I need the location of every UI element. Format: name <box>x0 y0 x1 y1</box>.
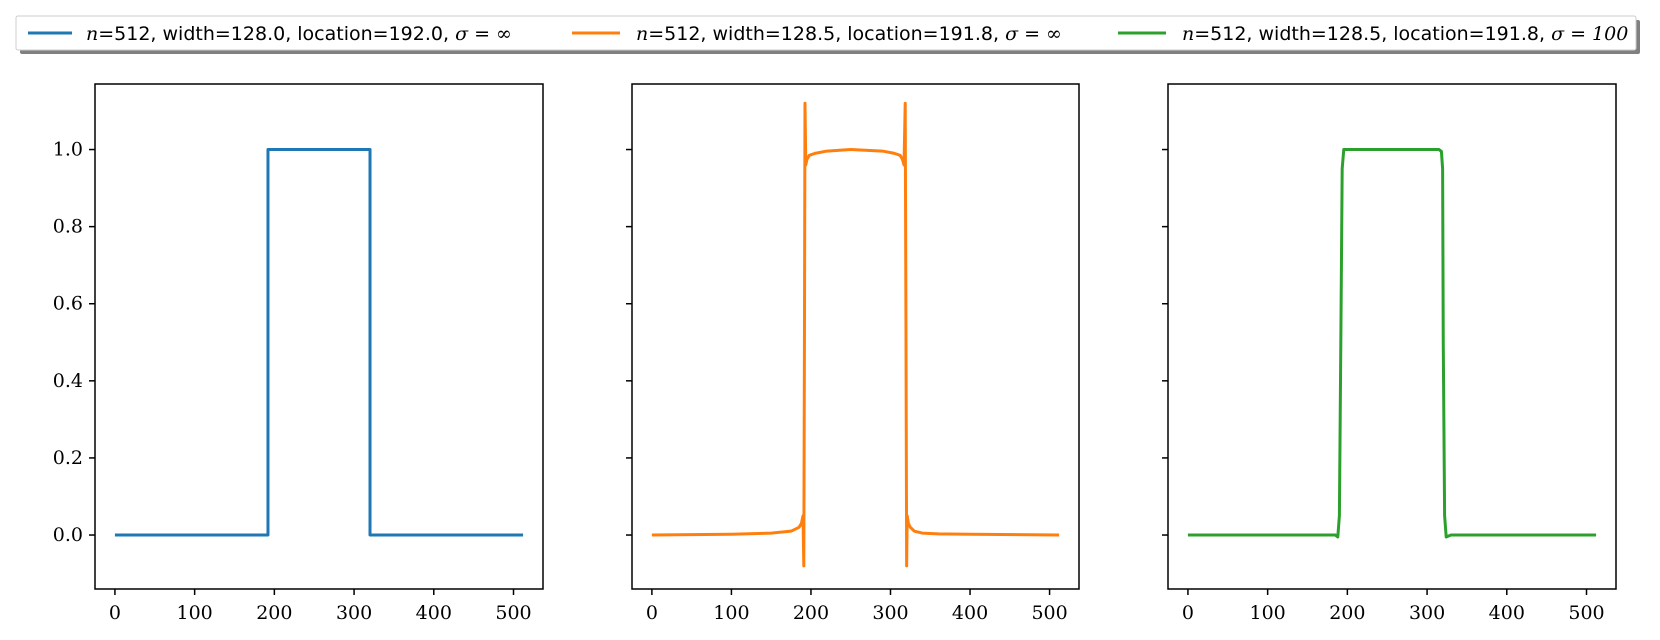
x-tick-label-1-100: 100 <box>177 602 213 624</box>
x-tick-label-3-100: 100 <box>1250 602 1286 624</box>
x-tick-label-1-200: 200 <box>256 602 292 624</box>
legend-label-2-n: n <box>636 23 648 45</box>
series-line-2-1 <box>651 101 1060 568</box>
legend-label-3: n=512, width=128.5, location=191.8, σ = … <box>1182 23 1628 45</box>
legend-label-1: n=512, width=128.0, location=192.0, σ = … <box>86 23 512 45</box>
legend-entry-3: n=512, width=128.5, location=191.8, σ = … <box>1118 23 1628 45</box>
x-tick-label-2-500: 500 <box>1031 602 1067 624</box>
axes-frame-3 <box>1167 83 1617 590</box>
x-tick-label-3-500: 500 <box>1568 602 1604 624</box>
y-tick-label-0.6: 0.6 <box>53 293 83 315</box>
legend-label-3-sigma: σ = 100 <box>1551 23 1628 45</box>
x-tick-label-3-300: 300 <box>1409 602 1445 624</box>
x-tick-label-3-200: 200 <box>1329 602 1365 624</box>
x-tick-label-2-400: 400 <box>952 602 988 624</box>
legend-entry-2: n=512, width=128.5, location=191.8, σ = … <box>572 23 1062 45</box>
x-tick-label-1-400: 400 <box>416 602 452 624</box>
legend-label-1-n: n <box>86 23 98 45</box>
legend-label-3-n: n <box>1182 23 1194 45</box>
panel-3: 0 100 200 300 400 500 <box>1162 83 1617 624</box>
panel-2: 0 100 200 300 400 500 <box>626 83 1080 624</box>
legend: n=512, width=128.0, location=192.0, σ = … <box>15 15 1640 54</box>
x-tick-label-2-100: 100 <box>713 602 749 624</box>
x-tick-label-3-400: 400 <box>1489 602 1525 624</box>
x-tick-label-3-0: 0 <box>1182 602 1194 624</box>
axes-frame-1 <box>94 83 544 590</box>
legend-label-2: n=512, width=128.5, location=191.8, σ = … <box>636 23 1062 45</box>
panel-1: 0 100 200 300 400 500 1.0 0.8 0.6 0.4 0.2 0.0 <box>53 83 544 624</box>
legend-label-1-sigma: σ = ∞ <box>455 23 512 45</box>
x-tick-label-2-0: 0 <box>646 602 658 624</box>
legend-label-3-text: =512, width=128.5, location=191.8, <box>1194 23 1551 45</box>
series-line-1-1 <box>114 148 524 537</box>
legend-entry-1: n=512, width=128.0, location=192.0, σ = … <box>28 23 512 45</box>
series-line-3-1 <box>1187 148 1597 539</box>
x-tick-label-2-200: 200 <box>793 602 829 624</box>
y-tick-label-0.8: 0.8 <box>53 216 83 238</box>
x-tick-label-1-300: 300 <box>336 602 372 624</box>
axes-frame-2 <box>631 83 1080 590</box>
x-tick-label-2-300: 300 <box>872 602 908 624</box>
panels: 0 100 200 300 400 500 1.0 0.8 0.6 0.4 0.2 0.0 0 100 20… <box>53 83 1617 624</box>
y-tick-label-0.4: 0.4 <box>53 370 83 392</box>
legend-box <box>15 15 1637 51</box>
x-tick-label-1-0: 0 <box>109 602 121 624</box>
legend-label-2-sigma: σ = ∞ <box>1005 23 1062 45</box>
legend-label-2-text: =512, width=128.5, location=191.8, <box>648 23 1005 45</box>
y-tick-label-1.0: 1.0 <box>53 139 83 161</box>
y-tick-label-0.2: 0.2 <box>53 447 83 469</box>
legend-label-1-text: =512, width=128.0, location=192.0, <box>98 23 455 45</box>
y-tick-label-0.0: 0.0 <box>53 524 83 546</box>
x-tick-label-1-500: 500 <box>495 602 531 624</box>
